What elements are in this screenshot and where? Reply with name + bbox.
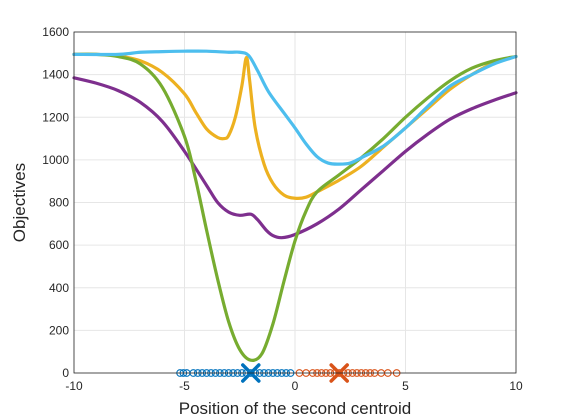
plot-area-border [73,31,517,374]
y-tick-label: 1200 [42,110,69,124]
x-tick-label: 5 [402,379,409,393]
y-axis-label: Objectives [10,163,29,242]
y-tick-label: 600 [49,238,69,252]
grid [73,31,517,374]
y-tick-label: 1000 [42,153,69,167]
x-axis-label: Position of the second centroid [179,399,411,418]
y-tick-label: 200 [49,323,69,337]
series-line-4 [72,49,518,166]
y-tick-label: 400 [49,281,69,295]
x-tick-label: -5 [179,379,190,393]
x-tick-labels: -10 -5 0 5 10 [65,379,523,393]
y-tick-labels: 0 200 400 600 800 1000 1200 1400 1600 [42,25,69,380]
y-tick-label: 1600 [42,25,69,39]
series-line-3 [72,52,518,362]
x-tick-label: -10 [65,379,83,393]
series-line-1 [72,76,518,240]
y-tick-label: 0 [62,366,69,380]
x-tick-label: 0 [292,379,299,393]
y-tick-label: 800 [49,196,69,210]
y-tick-label: 1400 [42,68,69,82]
x-tick-label: 10 [509,379,523,393]
series-lines [72,49,518,362]
